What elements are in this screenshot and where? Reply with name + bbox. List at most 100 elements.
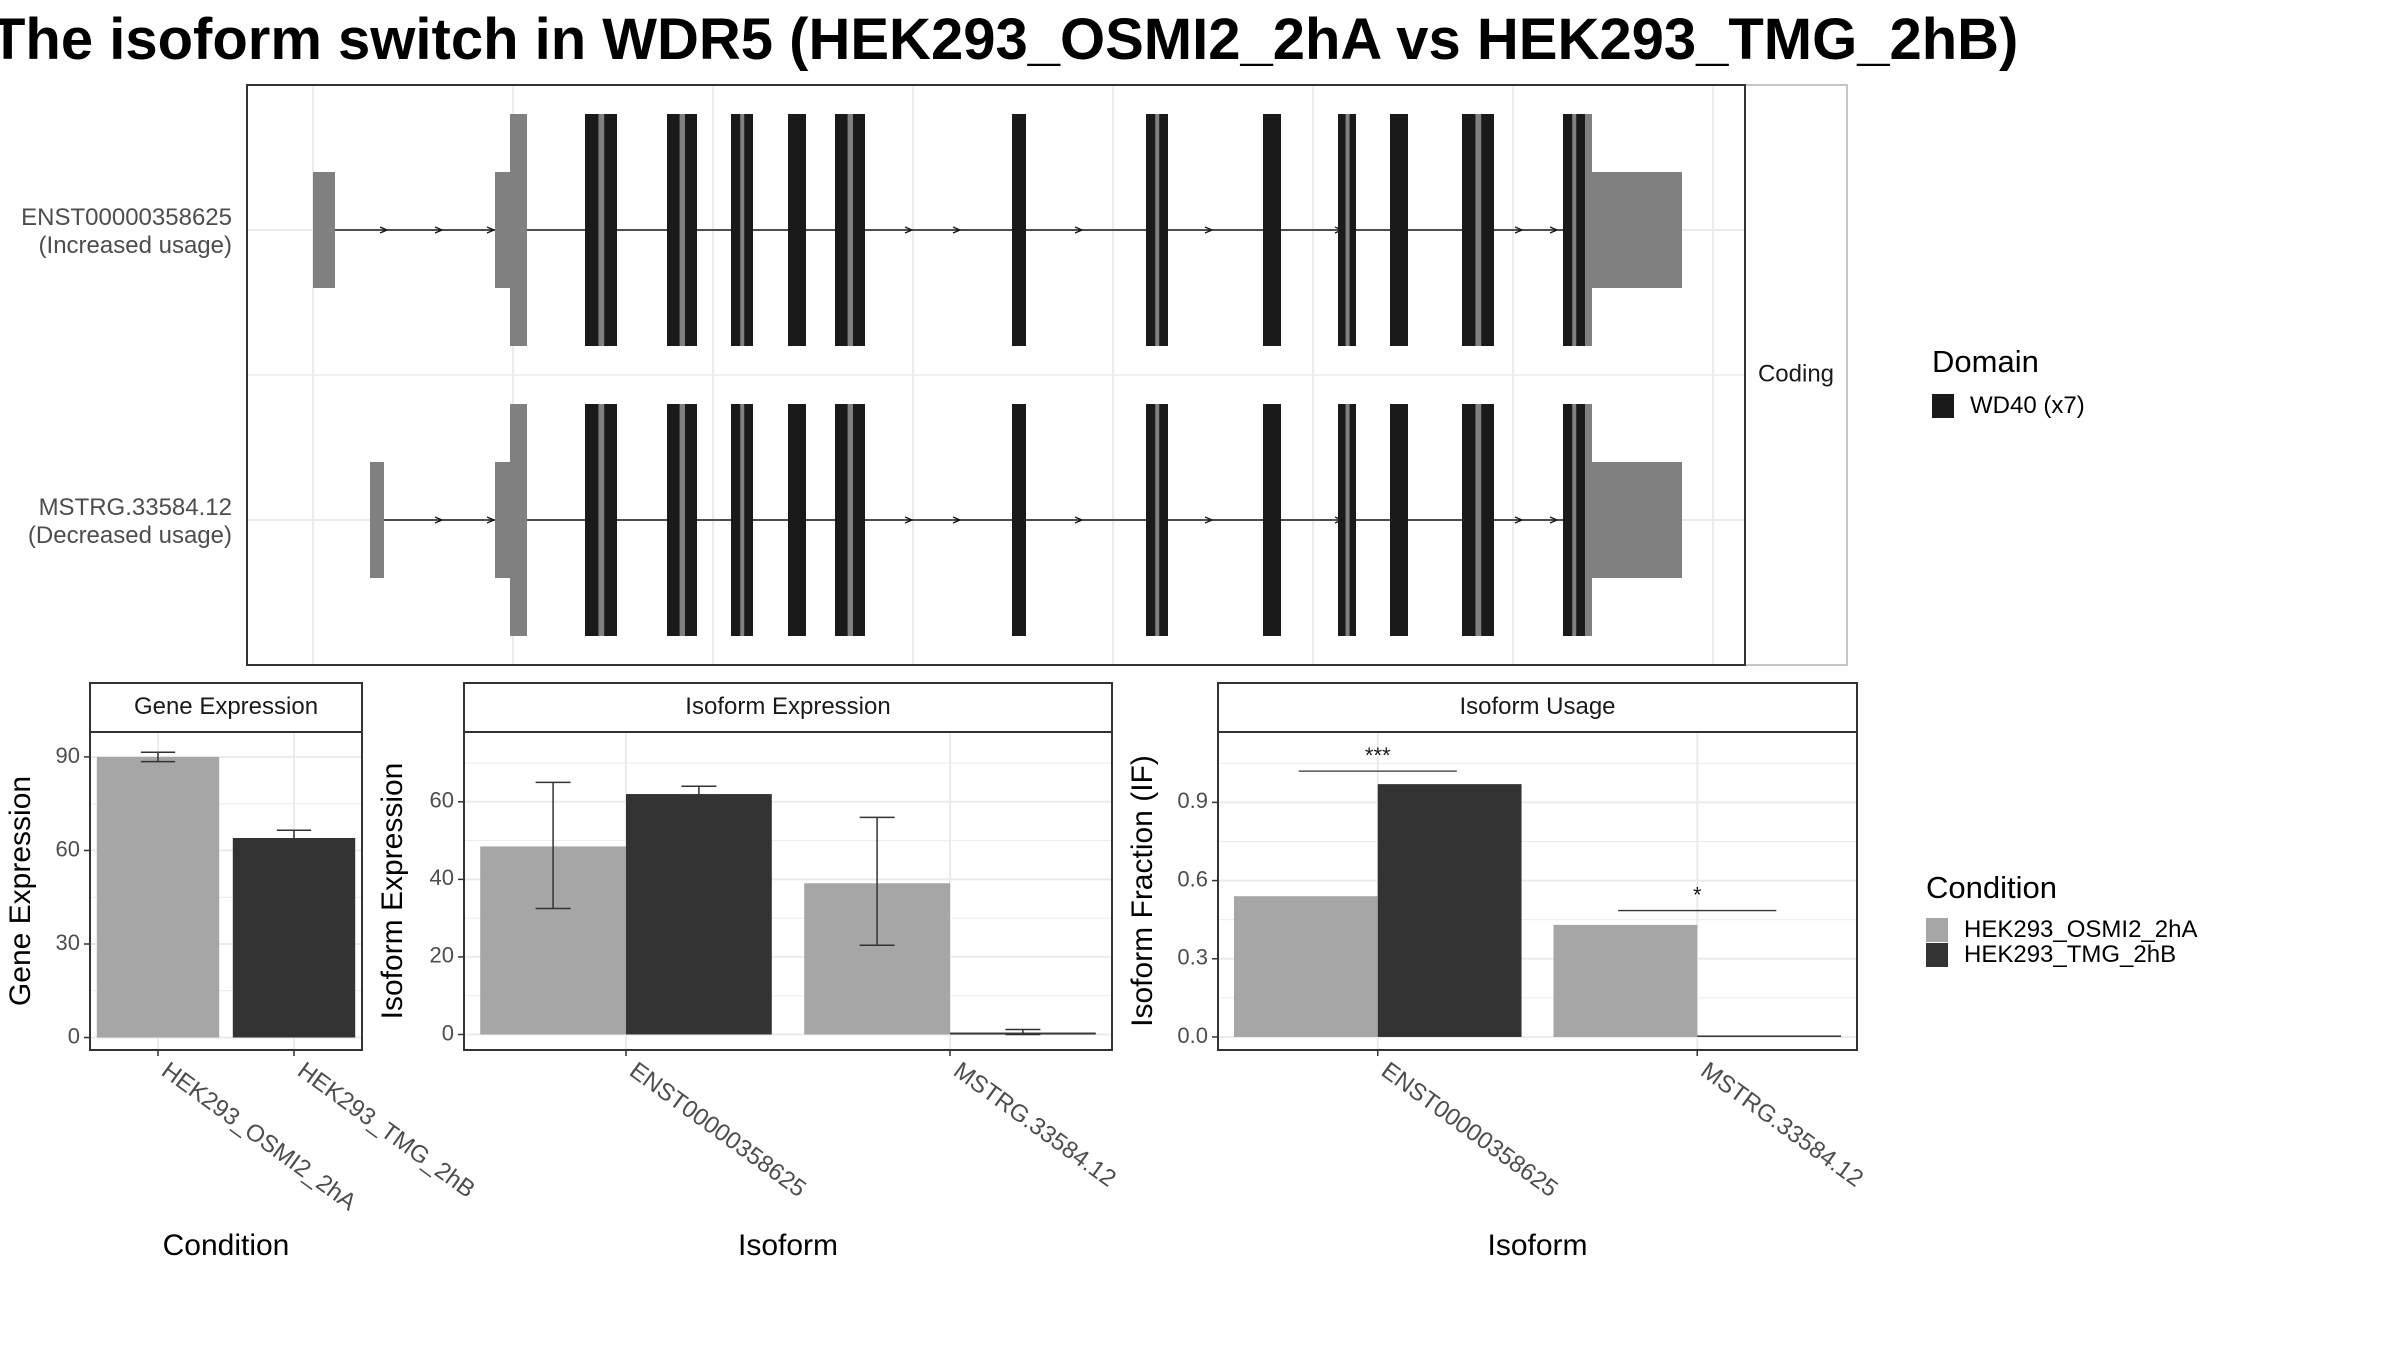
domain-legend-label: WD40 (x7)	[1970, 392, 2085, 419]
intron-arrow	[1204, 226, 1214, 234]
utr-exon	[1592, 172, 1682, 288]
wd40-domain-exon	[1012, 404, 1026, 636]
transcript-usage-label: (Increased usage)	[39, 232, 232, 259]
y-tick-label: 30	[56, 930, 80, 955]
condition-legend-label: HEK293_TMG_2hB	[1964, 941, 2176, 968]
exon-boundary	[1572, 404, 1577, 636]
figure-title: The isoform switch in WDR5 (HEK293_OSMI2…	[0, 7, 2019, 72]
utr-exon	[313, 172, 335, 288]
intron-arrow	[379, 226, 389, 234]
x-tick-label: MSTRG.33584.12	[1696, 1057, 1868, 1193]
exon-boundary	[679, 114, 685, 346]
y-tick-label: 20	[430, 943, 454, 968]
structure-panel-border	[246, 84, 1746, 666]
transcript-id-label: MSTRG.33584.12	[39, 494, 232, 521]
wd40-domain-exon	[1263, 404, 1281, 636]
bar	[1697, 1035, 1842, 1037]
y-axis-title: Isoform Fraction (IF)	[1126, 755, 1159, 1027]
y-axis-title: Isoform Expression	[376, 763, 409, 1020]
utr-exon	[1592, 462, 1682, 578]
wd40-domain-exon	[788, 114, 806, 346]
wd40-domain-exon	[1390, 404, 1408, 636]
exon-boundary	[598, 114, 605, 346]
intron-arrow	[486, 516, 496, 524]
intron-arrow	[1074, 226, 1084, 234]
condition-legend-key	[1926, 943, 1948, 967]
condition-legend-key	[1926, 918, 1948, 942]
exon-boundary	[679, 404, 685, 636]
exon-boundary	[1572, 114, 1577, 346]
y-tick-label: 0	[442, 1020, 454, 1045]
bar	[232, 838, 356, 1038]
y-tick-label: 0.0	[1177, 1023, 1208, 1048]
utr-exon	[495, 172, 510, 288]
isoform-expression-panel: 0 20 40 60 ENST00000358625 MSTRG.33584.12 Isof…	[376, 682, 1121, 1262]
strip-title: Isoform Expression	[685, 693, 890, 720]
condition-legend-title: Condition	[1926, 870, 2057, 905]
y-tick-label: 90	[56, 743, 80, 768]
wd40-domain-exon	[1390, 114, 1408, 346]
utr-exon	[370, 462, 384, 578]
strip	[89, 682, 363, 733]
intron-arrow	[1514, 516, 1524, 524]
coding-exon	[510, 114, 527, 346]
bar	[1377, 784, 1522, 1037]
intron-arrow	[1549, 516, 1559, 524]
transcript-usage-label: (Decreased usage)	[28, 522, 232, 549]
exon-boundary	[740, 114, 745, 346]
gene-expression-panel: 0306090HEK293_OSMI2_2hAHEK293_TMG_2hBGen…	[4, 682, 480, 1262]
y-tick-label: 40	[430, 865, 454, 890]
intron-arrow	[1514, 226, 1524, 234]
significance-label: *	[1693, 883, 1702, 908]
transcript-model-2	[370, 404, 1682, 636]
bar	[96, 756, 220, 1038]
wd40-domain-exon	[788, 404, 806, 636]
strip	[1217, 682, 1858, 733]
bar	[1553, 924, 1698, 1037]
transcript-model-1	[313, 114, 1682, 346]
intron-arrow	[904, 226, 914, 234]
exon-boundary	[598, 404, 605, 636]
y-tick-label: 60	[56, 836, 80, 861]
transcript-id-label: ENST00000358625	[21, 204, 232, 231]
exon-boundary	[847, 114, 853, 346]
utr-exon	[495, 462, 510, 578]
intron-arrow	[904, 516, 914, 524]
x-axis-title: Isoform	[1487, 1229, 1587, 1262]
y-tick-label: 0.3	[1177, 945, 1208, 970]
wd40-domain-exon	[1012, 114, 1026, 346]
intron-arrow	[952, 516, 962, 524]
exon-boundary	[1155, 404, 1160, 636]
isoform-usage-panel: 0.00.30.60.9****ENST00000358625 MSTRG.335…	[1126, 682, 1868, 1262]
exon-boundary	[1155, 114, 1160, 346]
strip-title: Gene Expression	[134, 693, 318, 720]
x-axis-title: Isoform	[738, 1229, 838, 1262]
domain-legend-key	[1932, 394, 1954, 418]
intron-arrow	[434, 226, 444, 234]
wd40-domain-exon	[1263, 114, 1281, 346]
exon-boundary	[1475, 114, 1482, 346]
strip	[463, 682, 1113, 733]
intron-arrow	[952, 226, 962, 234]
exon-boundary	[1475, 404, 1482, 636]
intron-arrow	[486, 226, 496, 234]
x-tick-label: ENST00000358625	[624, 1057, 810, 1203]
y-axis-title: Gene Expression	[4, 776, 37, 1006]
bar	[626, 794, 772, 1035]
y-tick-label: 0	[68, 1023, 80, 1048]
intron-arrow	[1204, 516, 1214, 524]
coding-exon	[510, 404, 527, 636]
condition-legend-label: HEK293_OSMI2_2hA	[1964, 916, 2197, 943]
exon-boundary	[847, 404, 853, 636]
structure-strip	[1744, 84, 1848, 666]
bar	[1233, 896, 1378, 1037]
legends: Domain WD40 (x7) Condition HEK293_OSMI2_2hA…	[1926, 344, 2197, 968]
coding-exon	[1585, 404, 1592, 636]
transcript-structure-panel: Coding ENST00000358625(Increased usage) MS…	[21, 84, 1848, 666]
exon-boundary	[740, 404, 745, 636]
x-tick-label: ENST00000358625	[1376, 1057, 1562, 1203]
x-axis-title: Condition	[163, 1229, 290, 1262]
intron-arrow	[1074, 516, 1084, 524]
